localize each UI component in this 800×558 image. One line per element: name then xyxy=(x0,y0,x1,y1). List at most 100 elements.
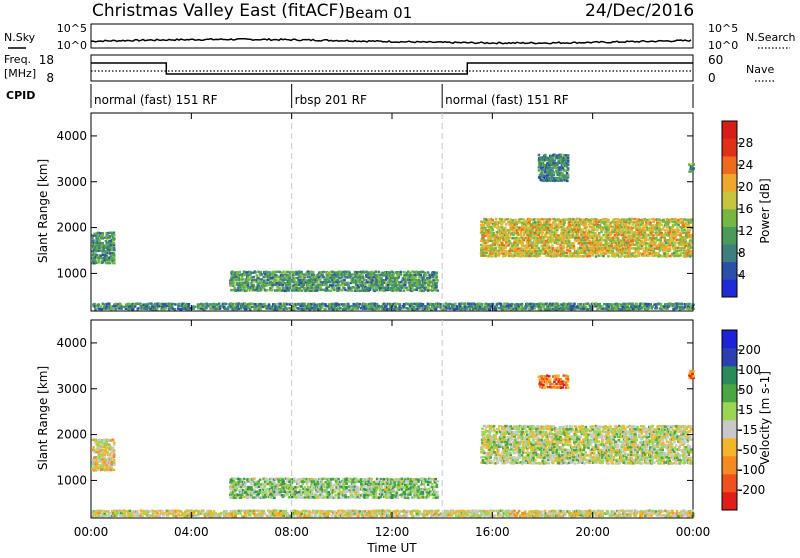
echo-cell xyxy=(567,164,570,166)
echo-cell xyxy=(565,159,568,161)
echo-cell xyxy=(343,279,346,281)
echo-cell xyxy=(292,277,295,279)
echo-cell xyxy=(500,303,503,305)
echo-cell xyxy=(608,306,611,308)
echo-cell xyxy=(337,289,340,291)
echo-cell xyxy=(303,276,306,278)
freq-label-line1: Freq. xyxy=(4,53,31,66)
echo-cell xyxy=(690,234,693,236)
echo-cell xyxy=(274,303,277,305)
echo-cell xyxy=(592,218,595,220)
echo-cell xyxy=(202,303,205,305)
colorbar-swatch xyxy=(722,191,737,209)
echo-cell xyxy=(456,305,459,307)
echo-cell xyxy=(540,252,543,254)
echo-cell xyxy=(231,303,234,305)
echo-cell xyxy=(95,262,98,264)
echo-cell xyxy=(551,224,554,226)
echo-cell xyxy=(562,232,565,234)
echo-cell xyxy=(118,509,121,511)
echo-cell xyxy=(482,224,485,226)
echo-cell xyxy=(690,236,693,238)
echo-cell xyxy=(543,239,546,241)
echo-cell xyxy=(498,254,501,256)
echo-cell xyxy=(229,284,232,286)
echo-cell xyxy=(667,224,670,226)
echo-cell xyxy=(113,247,116,249)
echo-cell xyxy=(435,285,438,287)
echo-cell xyxy=(667,252,670,254)
echo-cell xyxy=(533,218,536,220)
echo-cell xyxy=(219,307,222,309)
echo-cell xyxy=(404,284,407,286)
echo-cell xyxy=(507,221,510,223)
echo-cell xyxy=(264,303,267,305)
echo-cell xyxy=(485,303,488,305)
colorbar-tick-label: 8 xyxy=(738,246,746,260)
echo-cell xyxy=(562,227,565,229)
echo-cell xyxy=(92,239,95,241)
echo-cell xyxy=(582,245,585,247)
echo-cell xyxy=(232,285,235,287)
echo-cell xyxy=(617,306,620,308)
echo-cell xyxy=(545,236,548,238)
echo-cell xyxy=(363,271,366,273)
echo-cell xyxy=(335,271,338,273)
echo-cell xyxy=(668,234,671,236)
velocity-echo-layer xyxy=(91,320,695,518)
echo-cell xyxy=(386,308,389,310)
echo-cell xyxy=(334,307,337,309)
echo-cell xyxy=(293,308,296,310)
echo-cell xyxy=(682,221,685,223)
echo-cell xyxy=(279,287,282,289)
echo-cell xyxy=(459,305,462,307)
echo-cell xyxy=(491,234,494,236)
echo-cell xyxy=(531,228,534,230)
echo-cell xyxy=(656,234,659,236)
echo-cell xyxy=(111,308,114,310)
echo-cell xyxy=(510,252,513,254)
echo-cell xyxy=(108,303,111,305)
echo-cell xyxy=(156,308,159,310)
echo-cell xyxy=(117,512,120,514)
echo-cell xyxy=(412,306,415,308)
echo-cell xyxy=(266,271,269,273)
echo-cell xyxy=(302,308,305,310)
echo-cell xyxy=(155,515,158,517)
colorbar-tick-label: 20 xyxy=(738,180,753,194)
echo-cell xyxy=(263,279,266,281)
echo-cell xyxy=(367,279,370,281)
echo-cell xyxy=(672,303,675,305)
echo-cell xyxy=(596,229,599,231)
echo-cell xyxy=(482,237,485,239)
echo-cell xyxy=(491,219,494,221)
echo-cell xyxy=(113,254,116,256)
echo-cell xyxy=(547,223,550,225)
echo-cell xyxy=(537,241,540,243)
echo-cell xyxy=(493,226,496,228)
nsky-panel: N.Sky 10^5 10^0 10^5 10^0 N.Search xyxy=(4,22,796,52)
echo-cell xyxy=(608,242,611,244)
echo-cell xyxy=(281,284,284,286)
nsearch-label: N.Search xyxy=(746,31,796,44)
echo-cell xyxy=(681,303,684,305)
echo-cell xyxy=(538,169,541,171)
echo-cell xyxy=(579,219,582,221)
echo-cell xyxy=(601,236,604,238)
echo-cell xyxy=(128,308,131,310)
echo-cell xyxy=(484,227,487,229)
echo-cell xyxy=(660,224,663,226)
echo-cell xyxy=(585,306,588,308)
echo-cell xyxy=(254,303,257,305)
echo-cell xyxy=(563,247,566,249)
echo-cell xyxy=(238,308,241,310)
echo-cell xyxy=(113,232,116,234)
echo-cell xyxy=(259,271,262,273)
echo-cell xyxy=(255,308,258,310)
echo-cell xyxy=(132,515,135,517)
freq-frame xyxy=(91,55,693,81)
echo-cell xyxy=(579,303,582,305)
echo-cell xyxy=(495,218,498,220)
echo-cell xyxy=(394,303,397,305)
